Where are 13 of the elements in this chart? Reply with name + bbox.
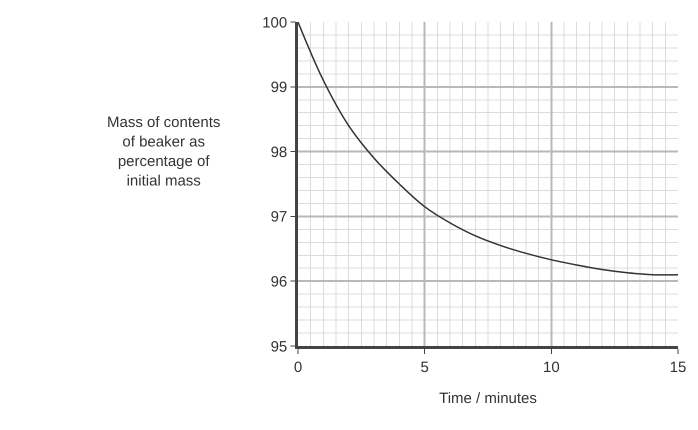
y-tick-label: 95	[270, 338, 288, 356]
x-tick-label: 5	[420, 358, 429, 376]
x-tick-label: 15	[670, 358, 686, 376]
y-tick-label: 97	[270, 208, 288, 226]
y-axis-title: Mass of contents of beaker as percentage of initial mass	[107, 114, 220, 190]
y-tick-label: 99	[270, 79, 288, 96]
y-tick-label: 100	[262, 14, 288, 32]
x-tick-label: 10	[542, 358, 560, 376]
line-series	[298, 22, 678, 276]
x-tick-label: 0	[294, 358, 302, 376]
x-axis-title: Time / minutes	[439, 390, 537, 407]
y-tick-label: 96	[270, 273, 288, 290]
y-tick-label: 98	[270, 144, 288, 161]
